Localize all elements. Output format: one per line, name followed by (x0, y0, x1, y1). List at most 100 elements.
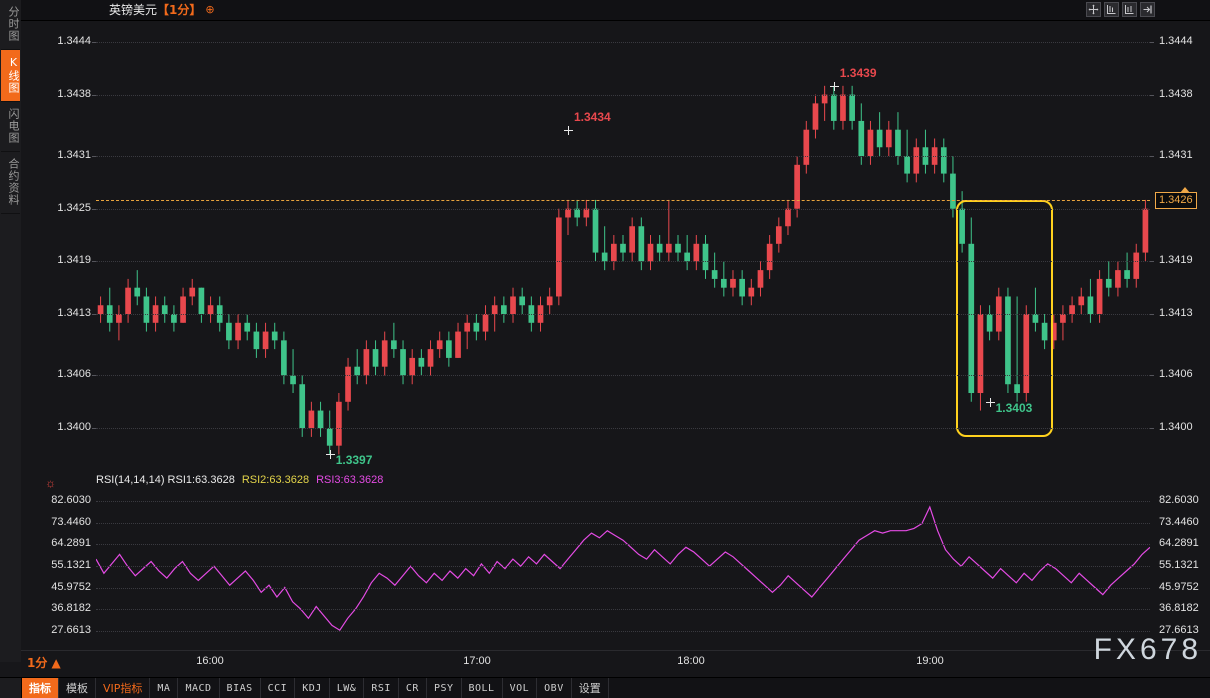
axis-tick (1150, 375, 1154, 377)
price-axis-left-label: 1.3419 (57, 254, 91, 267)
toolbar-item-ma[interactable]: MA (150, 678, 179, 698)
toolbar-item-bias[interactable]: BIAS (220, 678, 261, 698)
rsi-line-plot[interactable] (96, 490, 1150, 642)
toolbar-item-[interactable]: 设置 (572, 678, 609, 698)
toolbar-item-cci[interactable]: CCI (261, 678, 296, 698)
rsi-axis-left-label: 73.4460 (51, 515, 91, 528)
axis-tick (92, 94, 96, 96)
sidebar-item-contract-info[interactable]: 合约资料 (1, 152, 20, 214)
price-axis-left-label: 1.3406 (57, 368, 91, 381)
gridline (96, 500, 1150, 502)
sidebar-item-lightning[interactable]: 闪电图 (1, 102, 20, 152)
price-axis-right-label: 1.3406 (1159, 368, 1193, 381)
rsi-legend: RSI(14,14,14) RSI1:63.3628 RSI2:63.3628 RS… (96, 474, 383, 486)
rsi3-value: RSI3:63.3628 (316, 474, 384, 486)
sidebar-item-kline[interactable]: K线图 (1, 50, 20, 102)
rsi-axis-right-label: 27.6613 (1159, 623, 1199, 636)
candlestick-svg (97, 85, 1149, 455)
symbol-name: 英镑美元 (109, 3, 158, 17)
left-sidebar: 分时图 K线图闪电图合约资料 (0, 0, 22, 662)
time-axis-label: 17:00 (463, 655, 491, 667)
toolbar-item-kdj[interactable]: KDJ (295, 678, 330, 698)
rsi-axis-left-label: 64.2891 (51, 537, 91, 550)
toolbar-item-macd[interactable]: MACD (178, 678, 220, 698)
rsi2-value: RSI2:63.3628 (241, 474, 310, 486)
toolbar-spacer (0, 678, 22, 698)
gridline (96, 522, 1150, 524)
price-axis-left-label: 1.3431 (57, 149, 91, 162)
rsi-axis-right-label: 64.2891 (1159, 537, 1199, 550)
toolbar-item-rsi[interactable]: RSI (364, 678, 399, 698)
toolbar-item-[interactable]: 模板 (59, 678, 96, 698)
axis-tick (1150, 428, 1154, 430)
gridline (96, 41, 1150, 43)
rsi-title: RSI(14,14,14) RSI1:63.3628 (96, 474, 235, 486)
measure-left-tool-icon[interactable] (1104, 2, 1119, 17)
gridline (96, 544, 1150, 546)
period-chip[interactable]: 1分 ▲ (27, 656, 61, 670)
axis-tick (92, 41, 96, 43)
axis-tick (92, 208, 96, 210)
crosshair-tool-icon[interactable] (1086, 2, 1101, 17)
price-annotation-label: 1.3403 (995, 400, 1033, 415)
axis-tick (1150, 156, 1154, 158)
bottom-toolbar: 指标 模板 VIP指标 MA MACD BIAS CCI KDJ LW& RSI CR PSY BOLL… (0, 677, 1210, 698)
price-axis-right-label: 1.3444 (1159, 34, 1193, 47)
gridline (96, 630, 1150, 632)
price-axis-right-label: 1.3419 (1159, 254, 1193, 267)
price-axis-right-label: 1.3413 (1159, 307, 1193, 320)
price-axis-right-label: 1.3438 (1159, 87, 1193, 100)
toolbar-item-vol[interactable]: VOL (503, 678, 538, 698)
main-chart-area: 英镑美元【1分】 ⊕ (21, 0, 1210, 698)
rsi-axis-left-label: 36.8182 (51, 602, 91, 615)
rsi-panel[interactable]: RSI(14,14,14) RSI1:63.3628 RSI2:63.3628 RS… (21, 472, 1210, 650)
sidebar-item-label: 闪电图 (7, 108, 20, 144)
toolbar-item-boll[interactable]: BOLL (462, 678, 503, 698)
axis-tick (92, 156, 96, 158)
gridline (96, 587, 1150, 589)
measure-right-tool-icon[interactable] (1122, 2, 1137, 17)
rsi-settings-icon[interactable]: ☼ (45, 476, 56, 490)
rsi-axis-left-label: 55.1321 (51, 558, 91, 571)
header-tool-buttons (1086, 2, 1155, 17)
annotation-crosshair (829, 81, 839, 91)
toolbar-item-obv[interactable]: OBV (537, 678, 572, 698)
gridline (96, 261, 1150, 263)
price-axis-left-label: 1.3400 (57, 421, 91, 434)
last-price-tag: 1.3426 (1155, 191, 1197, 209)
toolbar-item-vip[interactable]: VIP指标 (96, 678, 151, 698)
toolbar-item-lw[interactable]: LW& (330, 678, 365, 698)
crosshair-target-icon[interactable]: ⊕ (205, 3, 215, 16)
toolbar-item-[interactable]: 指标 (22, 678, 59, 698)
gridline (96, 428, 1150, 430)
last-price-line (96, 199, 1150, 201)
rsi-axis-right-label: 82.6030 (1159, 493, 1199, 506)
gridline (96, 609, 1150, 611)
rsi-axis-right-label: 36.8182 (1159, 602, 1199, 615)
axis-tick (1150, 41, 1154, 43)
toolbar-item-psy[interactable]: PSY (427, 678, 462, 698)
sidebar-item-label: 合约资料 (7, 158, 20, 206)
price-annotation-label: 1.3397 (335, 453, 373, 468)
price-axis-left-label: 1.3444 (57, 34, 91, 47)
axis-tick (92, 261, 96, 263)
watermark: FX678 (1093, 633, 1202, 666)
gridline (96, 208, 1150, 210)
axis-tick (1150, 94, 1154, 96)
gridline (96, 156, 1150, 158)
rsi-axis-left-label: 27.6613 (51, 623, 91, 636)
price-annotation-label: 1.3434 (574, 109, 611, 124)
price-annotation-label: 1.3439 (839, 65, 877, 80)
shift-tool-icon[interactable] (1140, 2, 1155, 17)
sidebar-item-timeline[interactable]: 分时图 (1, 0, 20, 50)
last-price-arrow (1180, 186, 1190, 193)
toolbar-item-cr[interactable]: CR (399, 678, 427, 698)
price-panel[interactable]: 1.3444 1.3438 1.3431 1.3425 1.3419 1.3413 1.34… (21, 20, 1210, 472)
annotation-crosshair (985, 397, 995, 407)
rsi-axis-left-label: 82.6030 (51, 493, 91, 506)
time-axis-label: 19:00 (916, 655, 944, 667)
time-axis-label: 16:00 (196, 655, 224, 667)
chart-header: 英镑美元【1分】 ⊕ (21, 0, 1210, 21)
rsi-axis-left-label: 45.9752 (51, 580, 91, 593)
